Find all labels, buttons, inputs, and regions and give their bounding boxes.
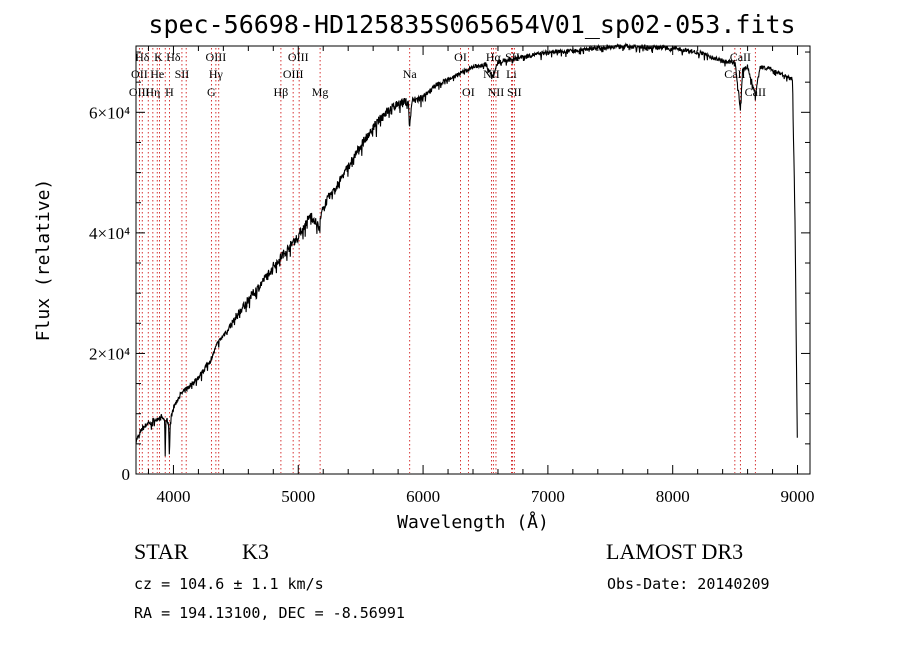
x-tick-label: 5000 (281, 487, 315, 506)
spectral-line-label: OIII (283, 67, 304, 81)
plot-frame (135, 45, 811, 475)
spectral-line-label: Li (506, 67, 517, 81)
spectral-line-label: He (150, 67, 164, 81)
redshift-text: cz = 104.6 ± 1.1 km/s (134, 575, 324, 593)
y-axis-ticks: 0 2×10⁴ 4×10⁴ 6×10⁴ (89, 51, 810, 484)
spectral-line-label: OI (454, 50, 467, 64)
object-class: STAR (134, 539, 189, 564)
spectrum-line (135, 42, 798, 457)
spectral-line-label: OIII (129, 85, 150, 99)
spectral-line-label: SII (507, 85, 522, 99)
x-axis-label: Wavelength (Å) (397, 511, 549, 533)
x-tick-label: 8000 (656, 487, 690, 506)
spectral-line-label: OIII (206, 50, 227, 64)
spectral-line-label: H (165, 85, 174, 99)
spectral-line-label: Hδ (135, 50, 150, 64)
chart-title: spec-56698-HD125835S065654V01_sp02-053.f… (148, 10, 795, 39)
spectral-line-label: Hδ (166, 50, 181, 64)
spectral-line-label: OI (462, 85, 475, 99)
spectral-line-label: Hη (145, 85, 160, 99)
y-tick-label: 2×10⁴ (89, 344, 130, 363)
obs-date: Obs-Date: 20140209 (607, 575, 770, 593)
y-axis-label: Flux (relative) (33, 179, 54, 342)
spectral-line-label: CaII (724, 67, 745, 81)
spectral-line-markers (138, 48, 756, 473)
y-tick-label: 4×10⁴ (89, 224, 130, 243)
spectral-subclass: K3 (242, 539, 269, 564)
x-axis-ticks: 4000 5000 6000 7000 8000 9000 (147, 46, 815, 506)
x-tick-label: 6000 (406, 487, 440, 506)
spectral-line-label: K (154, 50, 163, 64)
spectral-line-label: Mg (312, 85, 329, 99)
spectral-line-label: CaII (730, 50, 751, 64)
spectral-line-label: G (207, 85, 216, 99)
y-tick-label: 0 (122, 465, 131, 484)
spectral-line-label: Hγ (209, 67, 224, 81)
survey-name: LAMOST DR3 (606, 539, 744, 564)
spectral-line-label: OIII (288, 50, 309, 64)
x-tick-label: 7000 (531, 487, 565, 506)
x-tick-label: 9000 (781, 487, 815, 506)
y-tick-label: 6×10⁴ (89, 103, 130, 122)
coordinates: RA = 194.13100, DEC = -8.56991 (134, 604, 405, 622)
spectral-line-label: Na (403, 67, 418, 81)
x-tick-label: 4000 (156, 487, 190, 506)
spectral-line-label: SII (175, 67, 190, 81)
spectral-line-label: NII (488, 85, 505, 99)
spectral-line-label: Hβ (274, 85, 289, 99)
spectral-line-label: OII (131, 67, 148, 81)
